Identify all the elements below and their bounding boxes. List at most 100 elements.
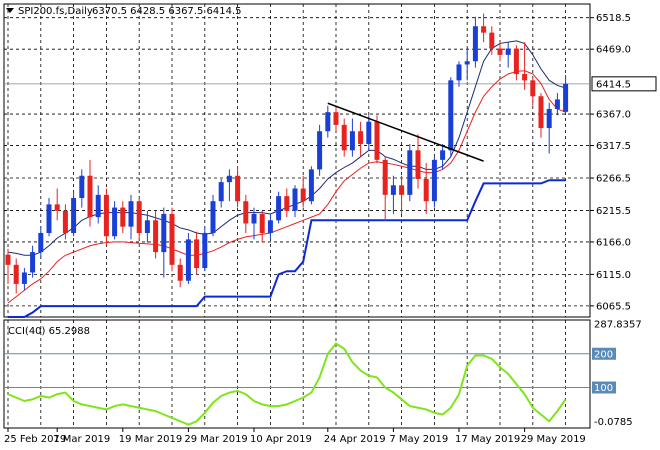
price-tick-label: 6166.0 — [596, 237, 631, 248]
candle-body — [13, 264, 19, 284]
candle-body — [79, 175, 85, 199]
cci-label: CCI(40) 65.2988 — [8, 326, 90, 337]
price-tick-label: 6115.0 — [596, 270, 631, 281]
price-tick-label: 6367.0 — [596, 110, 631, 121]
cci-tick-label: 287.8357 — [594, 320, 642, 331]
candle-body — [325, 112, 331, 132]
price-tick-label: 6065.5 — [596, 301, 631, 312]
price-tick-label: 6215.5 — [596, 206, 631, 217]
cci-series — [7, 342, 567, 426]
candle-body — [407, 150, 413, 195]
candle-body — [38, 233, 44, 253]
dropdown-arrow-icon[interactable] — [6, 8, 14, 13]
price-panel — [3, 3, 591, 318]
candle-body — [5, 254, 11, 265]
candle-body — [349, 131, 355, 151]
candle-body — [177, 264, 183, 281]
cci-level-lines — [4, 353, 590, 388]
cci-tick-label: -0.0785 — [594, 417, 633, 428]
symbol-label: SPI200.fs,Daily — [18, 6, 93, 17]
price-axis: 6518.5 6469.0 6367.0 6317.5 6266.5 6215.5 6166… — [590, 13, 657, 312]
ohlc-label: 6370.5 6428.5 6367.5 6414.5 — [92, 6, 242, 17]
candle-body — [202, 233, 208, 269]
date-tick-label: 7 Mar 2019 — [53, 434, 110, 445]
date-tick-label: 29 May 2019 — [521, 434, 586, 445]
candle-body — [390, 185, 396, 195]
stop-line-series — [8, 179, 566, 318]
candle-body — [530, 80, 536, 97]
date-tick-label: 25 Feb 2019 — [4, 434, 66, 445]
price-marker-label: 6414.5 — [596, 79, 631, 90]
candle-body — [308, 169, 314, 202]
candle-body — [448, 80, 454, 151]
candle-body — [505, 48, 511, 55]
candle-body — [399, 185, 405, 195]
candle-body — [423, 178, 429, 202]
candle-body — [366, 121, 372, 144]
candle-body — [300, 188, 306, 202]
candle-body — [210, 201, 216, 234]
date-tick-label: 24 Apr 2019 — [324, 434, 386, 445]
candle-body — [472, 26, 478, 62]
candle-body — [128, 201, 134, 227]
candle-body — [243, 201, 249, 224]
price-tick-label: 6518.5 — [596, 13, 631, 24]
candle-body — [87, 175, 93, 218]
candle-body — [235, 175, 241, 202]
candle-body — [382, 159, 388, 195]
candle-body — [62, 210, 68, 234]
price-tick-label: 6469.0 — [596, 45, 631, 56]
candle-body — [21, 272, 27, 284]
candle-body — [317, 131, 323, 170]
candle-body — [276, 196, 282, 221]
date-tick-label: 19 Mar 2019 — [119, 434, 182, 445]
candle-body — [431, 159, 437, 202]
candle-body — [464, 61, 470, 65]
candle-body — [30, 252, 36, 273]
candle-body — [194, 239, 200, 269]
price-tick-label: 6317.5 — [596, 141, 631, 152]
price-tick-label: 6266.5 — [596, 173, 631, 184]
candle-body — [54, 204, 60, 211]
candle-body — [267, 220, 273, 234]
resistance-trendline — [327, 102, 484, 162]
candle-body — [374, 121, 380, 160]
candle-body — [554, 99, 560, 109]
candle-body — [358, 131, 364, 144]
trendline — [327, 102, 484, 162]
candle-body — [333, 112, 339, 125]
candle-body — [103, 194, 109, 237]
candle-body — [71, 198, 77, 234]
candle-body — [481, 26, 487, 33]
candle-body — [153, 220, 159, 253]
cci-panel — [3, 319, 591, 429]
cci-tick-label: 100 — [594, 383, 613, 394]
candle-body — [292, 188, 298, 211]
candle-body — [456, 64, 462, 81]
cci-line — [7, 342, 567, 426]
candle-body — [120, 207, 126, 227]
cci-tick-label: 200 — [594, 349, 613, 360]
candle-body — [513, 48, 519, 74]
candle-body — [497, 48, 503, 55]
candle-body — [440, 150, 446, 160]
candle-body — [169, 213, 175, 265]
candle-body — [112, 207, 118, 237]
cci-level-box — [592, 347, 616, 360]
candle-body — [341, 124, 347, 151]
candle-body — [95, 194, 101, 218]
candle-body — [546, 108, 552, 129]
date-tick-label: 29 Mar 2019 — [184, 434, 247, 445]
candle-body — [218, 182, 224, 202]
candle-body — [185, 239, 191, 281]
candle-body — [46, 204, 52, 234]
candle-body — [284, 196, 290, 211]
price-marker-box — [591, 76, 657, 92]
candle-body — [251, 213, 257, 224]
cci-axis: 287.8357 200 100 -0.0785 — [592, 320, 642, 428]
candle-body — [144, 220, 150, 234]
candle-body — [489, 32, 495, 49]
candle-body — [415, 150, 421, 179]
